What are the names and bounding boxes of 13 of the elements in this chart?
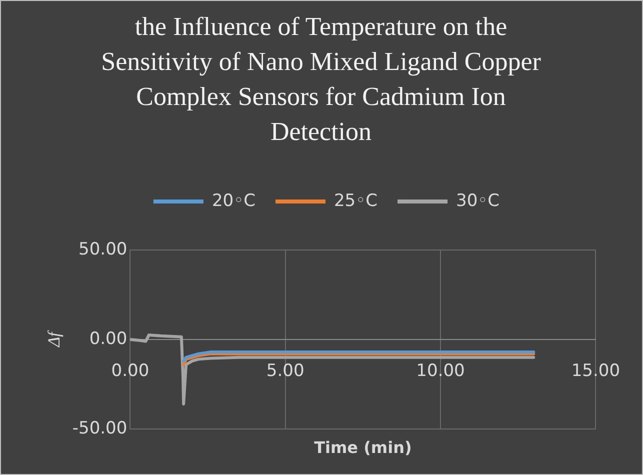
x-tick-label: 0.00 [111,361,150,382]
legend-label: 25◦C [334,190,378,211]
y-axis-title: Δf [44,330,64,348]
y-tick-label: -50.00 [72,418,128,438]
legend-label: 20◦C [212,190,256,211]
x-tick-label: 5.00 [266,361,304,382]
chart-title: the Influence of Temperature on the Sensitivity of Nano Mixed Ligand Copper Complex Sensors for Cadmium Ion Detection [101,11,541,148]
y-tick-label: 50.00 [78,239,128,260]
legend-label: 30◦C [456,190,500,211]
x-tick-label: 10.00 [416,361,465,382]
y-tick-label: 0.00 [89,328,128,349]
x-tick-label: 15.00 [571,361,620,382]
x-axis-title: Time (min) [314,438,412,458]
